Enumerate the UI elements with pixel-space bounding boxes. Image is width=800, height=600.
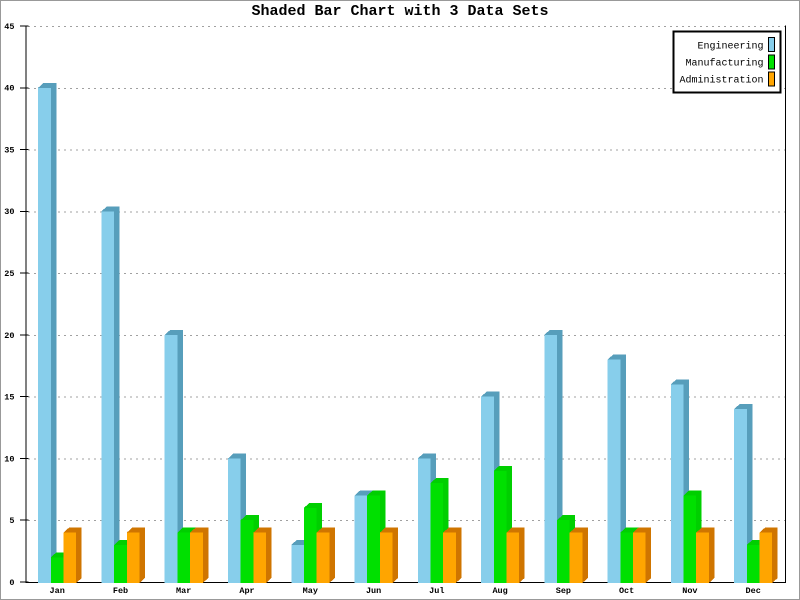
svg-text:45: 45 [4, 22, 14, 32]
svg-text:25: 25 [4, 269, 14, 279]
svg-text:5: 5 [9, 516, 14, 526]
svg-text:Engineering: Engineering [697, 40, 763, 52]
svg-text:15: 15 [4, 393, 14, 403]
svg-text:Apr: Apr [239, 586, 254, 596]
svg-text:Jan: Jan [50, 586, 65, 596]
svg-text:Jun: Jun [366, 586, 381, 596]
svg-text:Oct: Oct [619, 586, 634, 596]
svg-text:Dec: Dec [746, 586, 761, 596]
svg-text:Sep: Sep [556, 586, 571, 596]
svg-text:Administration: Administration [679, 75, 763, 87]
svg-text:30: 30 [4, 207, 14, 217]
svg-text:40: 40 [4, 84, 14, 94]
svg-text:Aug: Aug [492, 586, 507, 596]
svg-text:Manufacturing: Manufacturing [685, 57, 763, 69]
svg-text:0: 0 [9, 578, 14, 588]
svg-text:10: 10 [4, 454, 14, 464]
svg-text:May: May [303, 586, 318, 596]
svg-text:Shaded Bar Chart with 3 Data S: Shaded Bar Chart with 3 Data Sets [251, 3, 548, 20]
svg-text:Feb: Feb [113, 586, 128, 596]
svg-text:20: 20 [4, 331, 14, 341]
svg-text:35: 35 [4, 145, 14, 155]
svg-text:Mar: Mar [176, 586, 191, 596]
svg-text:Nov: Nov [682, 586, 697, 596]
svg-text:Jul: Jul [429, 586, 444, 596]
